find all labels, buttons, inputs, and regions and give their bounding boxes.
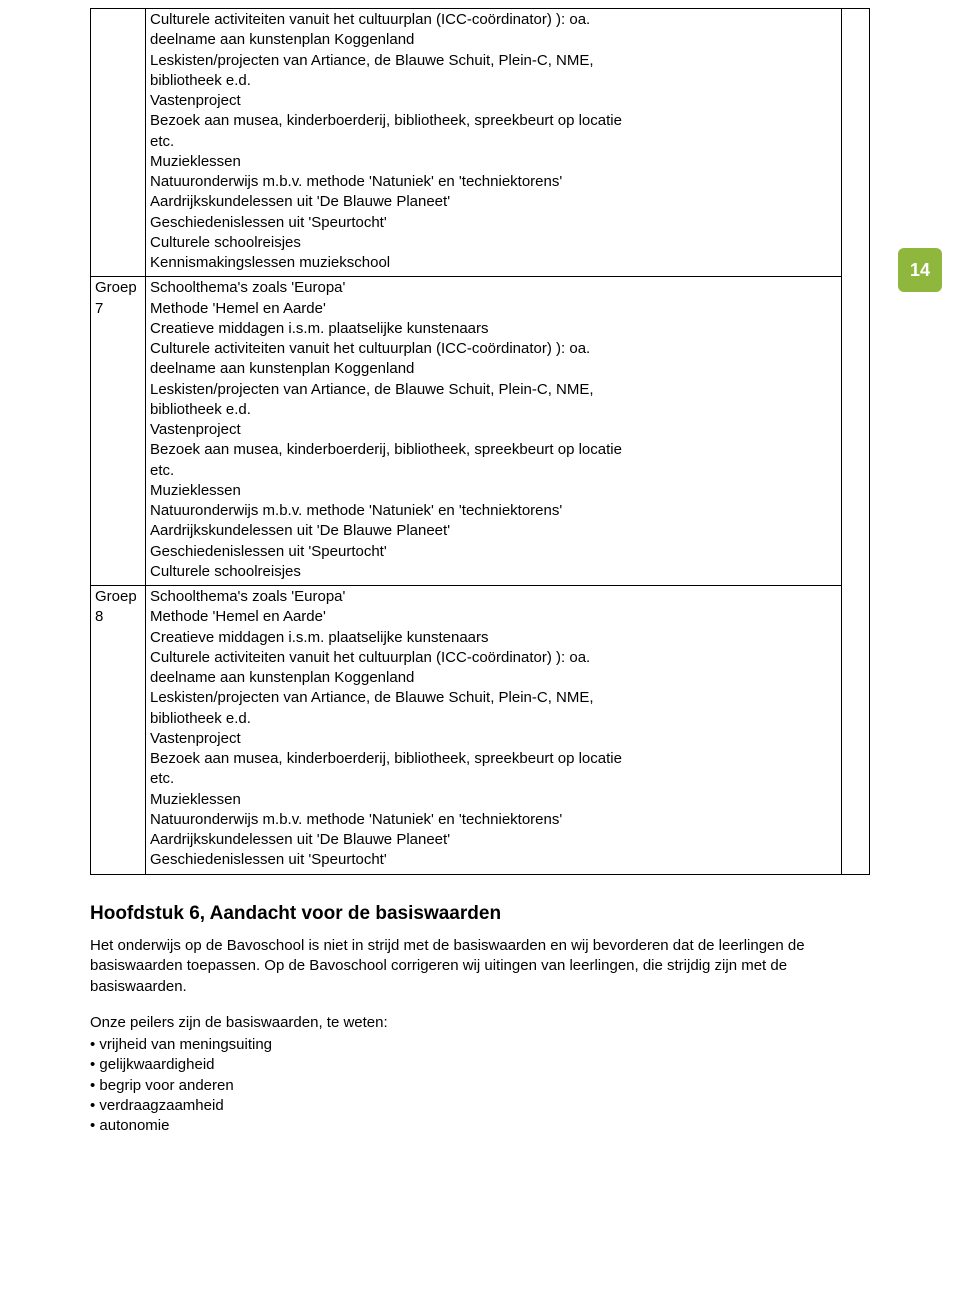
chapter-paragraph: Het onderwijs op de Bavoschool is niet i… bbox=[90, 936, 870, 997]
list-item: autonomie bbox=[90, 1116, 870, 1136]
group-label-cell: Groep 7 bbox=[91, 277, 146, 586]
curriculum-table: Culturele activiteiten vanuit het cultuu… bbox=[90, 8, 870, 875]
chapter-heading: Hoofdstuk 6, Aandacht voor de basiswaard… bbox=[90, 901, 870, 927]
list-item: begrip voor anderen bbox=[90, 1076, 870, 1096]
list-intro: Onze peilers zijn de basiswaarden, te we… bbox=[90, 1013, 870, 1033]
list-item: verdraagzaamheid bbox=[90, 1096, 870, 1116]
group-label-cell bbox=[91, 9, 146, 277]
group-label-cell: Groep 8 bbox=[91, 586, 146, 875]
list-item: gelijkwaardigheid bbox=[90, 1055, 870, 1075]
group-content-cell: Culturele activiteiten vanuit het cultuu… bbox=[146, 9, 842, 277]
page-number: 14 bbox=[910, 258, 930, 282]
list-item: vrijheid van meningsuiting bbox=[90, 1035, 870, 1055]
page-number-badge: 14 bbox=[898, 248, 942, 292]
spacer-cell bbox=[842, 9, 870, 875]
group-content-cell: Schoolthema's zoals 'Europa' Methode 'He… bbox=[146, 277, 842, 586]
values-list: vrijheid van meningsuitinggelijkwaardigh… bbox=[90, 1035, 870, 1136]
group-content-cell: Schoolthema's zoals 'Europa' Methode 'He… bbox=[146, 586, 842, 875]
